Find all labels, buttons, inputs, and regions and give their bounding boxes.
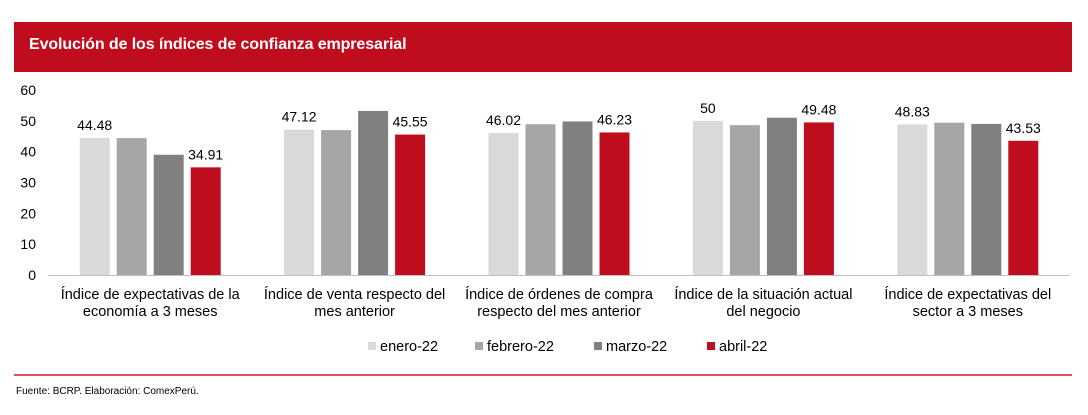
- bar-chart: 0 10 20 30 40 50 60 44.48 34.91 Índice de expecta…: [20, 82, 1070, 355]
- bar-marzo-22: [562, 121, 593, 275]
- y-tick-label: 10: [20, 236, 36, 252]
- bar-abril-22: [1008, 140, 1039, 275]
- bar-abril-22: [395, 134, 426, 275]
- category-label: Índice de venta respecto del: [264, 286, 445, 303]
- category-label: del negocio: [726, 304, 800, 320]
- bar-febrero-22: [934, 122, 965, 275]
- legend-label: abril-22: [719, 339, 767, 355]
- category-label: Índice de expectativas de la: [61, 286, 241, 303]
- legend-swatch-febrero-22: [475, 342, 483, 350]
- bar-febrero-22: [729, 125, 760, 276]
- data-label: 48.83: [895, 103, 930, 119]
- data-label: 44.48: [77, 117, 112, 133]
- bar-abril-22: [803, 122, 834, 275]
- bar-febrero-22: [321, 130, 352, 275]
- category-label: respecto del mes anterior: [477, 304, 641, 320]
- legend-swatch-marzo-22: [594, 342, 602, 350]
- footer-divider: [14, 374, 1072, 376]
- bar-enero-22: [692, 120, 723, 275]
- y-tick-label: 40: [20, 144, 36, 160]
- y-tick-label: 60: [20, 82, 36, 98]
- legend-swatch-enero-22: [368, 342, 376, 350]
- category-label: economía a 3 meses: [83, 304, 218, 320]
- chart-title: Evolución de los índices de confianza em…: [29, 36, 407, 53]
- category-label: Índice de la situación actual: [674, 286, 852, 303]
- bar-febrero-22: [116, 138, 147, 275]
- y-tick-label: 20: [20, 205, 36, 221]
- legend-swatch-abril-22: [707, 342, 715, 350]
- bar-enero-22: [488, 133, 519, 275]
- bar-marzo-22: [358, 110, 389, 275]
- bar-enero-22: [284, 129, 315, 275]
- data-label: 45.55: [393, 114, 428, 130]
- bar-marzo-22: [153, 154, 184, 275]
- bar-marzo-22: [971, 123, 1002, 276]
- category-label: mes anterior: [314, 304, 395, 320]
- chart-header: Evolución de los índices de confianza em…: [14, 22, 1072, 72]
- y-tick-label: 30: [20, 175, 36, 191]
- data-label: 43.53: [1006, 120, 1041, 136]
- bar-enero-22: [79, 137, 110, 275]
- bar-abril-22: [190, 167, 221, 275]
- bar-febrero-22: [525, 124, 556, 275]
- bar-abril-22: [599, 132, 630, 275]
- source-note: Fuente: BCRP. Elaboración: ComexPerú.: [16, 386, 199, 397]
- bar-enero-22: [897, 124, 928, 276]
- legend-label: febrero-22: [487, 339, 554, 355]
- data-label: 49.48: [801, 101, 836, 117]
- y-tick-label: 0: [28, 267, 36, 283]
- category-label: Índice de expectativas del: [884, 286, 1051, 303]
- data-label: 46.02: [486, 112, 521, 128]
- legend-label: enero-22: [380, 339, 438, 355]
- legend-label: marzo-22: [606, 339, 667, 355]
- data-label: 46.23: [597, 111, 632, 127]
- data-label: 47.12: [282, 109, 317, 125]
- category-label: sector a 3 meses: [913, 304, 1023, 320]
- bar-marzo-22: [766, 117, 797, 275]
- y-tick-label: 50: [20, 113, 36, 129]
- data-label: 34.91: [188, 146, 223, 162]
- category-label: Índice de órdenes de compra: [465, 286, 654, 303]
- data-label: 50: [700, 100, 716, 116]
